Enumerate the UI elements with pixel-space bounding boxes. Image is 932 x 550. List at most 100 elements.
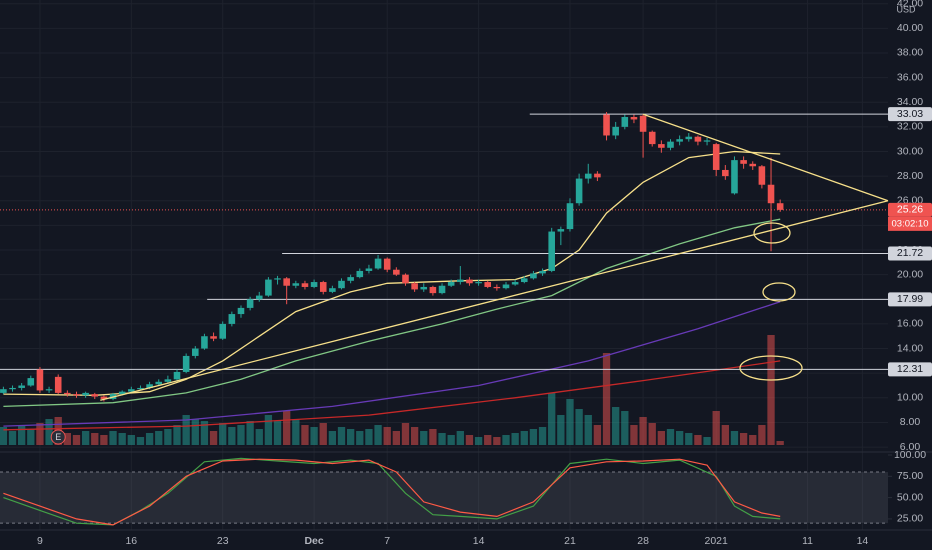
volume-bar	[739, 433, 748, 445]
candle-body	[356, 270, 364, 278]
stoch-band	[0, 472, 888, 524]
volume-bar	[109, 431, 117, 445]
candle-body	[520, 278, 528, 283]
candle-body	[594, 173, 601, 178]
y-tick-label: 8.00	[900, 416, 921, 428]
candle-body	[493, 286, 501, 289]
candle-body	[712, 144, 720, 170]
candle-body	[146, 384, 153, 388]
volume-bar	[593, 425, 602, 445]
last-price-label-box	[888, 202, 932, 217]
volume-bar	[200, 421, 209, 445]
volume-bar	[529, 429, 538, 445]
level-label-box	[888, 362, 932, 377]
volume-bar	[91, 433, 99, 445]
stoch-tick-label: 75.00	[897, 470, 923, 482]
level-label: 21.72	[897, 247, 923, 259]
candle-body	[182, 355, 190, 372]
volume-bar	[703, 437, 711, 445]
volume-bar	[538, 427, 547, 445]
x-tick-label: Dec	[304, 535, 323, 547]
volume-bar	[127, 435, 135, 445]
volume-bar	[27, 429, 35, 445]
volume-bar	[575, 409, 583, 445]
candle-body	[91, 394, 99, 397]
y-tick-label: 28.00	[897, 170, 923, 182]
volume-bar	[301, 425, 309, 445]
stoch-line	[3, 458, 781, 526]
candle-body	[82, 392, 89, 396]
candle-body	[539, 270, 546, 274]
candle-body	[36, 369, 44, 391]
candle-body	[758, 166, 766, 185]
candle-body	[155, 381, 163, 385]
candle-body	[393, 269, 400, 275]
candle-body	[749, 163, 757, 167]
candle-body	[54, 376, 62, 393]
volume-bar	[36, 423, 44, 445]
volume-bar	[438, 433, 446, 445]
volume-bar	[0, 427, 8, 445]
highlight-circle	[762, 282, 796, 302]
candle-body	[502, 284, 510, 289]
volume-bar	[721, 425, 729, 445]
volume-bar	[8, 431, 17, 445]
candle-body	[383, 258, 391, 270]
candle-body	[694, 136, 702, 142]
candle-body	[255, 295, 263, 300]
y-tick-label: 30.00	[897, 145, 923, 157]
x-tick-label: 7	[384, 535, 390, 547]
volume-bar	[255, 429, 263, 445]
volume-bar	[401, 423, 410, 445]
candle-body	[639, 115, 647, 132]
volume-bar	[173, 425, 181, 445]
candle-body	[319, 282, 327, 292]
candle-body	[557, 229, 565, 232]
y-tick-label: 38.00	[897, 47, 923, 59]
candle-body	[246, 299, 254, 308]
volume-bar	[81, 431, 90, 445]
candle-body	[457, 279, 464, 283]
candle-body	[438, 285, 446, 294]
highlight-circle	[739, 355, 803, 381]
volume-bar	[447, 435, 455, 445]
candle-body	[575, 178, 583, 204]
volume-bar	[337, 427, 346, 445]
volume-bar	[685, 433, 693, 445]
candle-body	[128, 389, 135, 392]
y-tick-label: 34.00	[897, 96, 923, 108]
candle-body	[164, 379, 172, 382]
candle-body	[292, 283, 300, 286]
candle-body	[45, 389, 53, 391]
y-tick-label: 32.00	[897, 121, 923, 133]
y-tick-label: 6.00	[900, 441, 921, 453]
candle-body	[612, 126, 619, 136]
candle-body	[722, 169, 729, 177]
volume-bar	[182, 415, 190, 445]
countdown-box	[888, 216, 932, 231]
y-tick-label: 14.00	[897, 342, 923, 354]
volume-bar	[100, 435, 108, 445]
volume-bar	[493, 437, 501, 445]
candle-body	[511, 282, 519, 285]
candle-body	[548, 231, 555, 271]
volume-bar	[72, 435, 81, 445]
candle-body	[9, 387, 16, 390]
candle-body	[530, 273, 537, 279]
level-label: 12.31	[897, 363, 923, 375]
volume-bar	[557, 415, 565, 445]
candle-body	[566, 203, 574, 230]
y-tick-label: 16.00	[897, 318, 923, 330]
volume-bar	[666, 429, 675, 445]
volume-bar	[548, 393, 556, 445]
candle-body	[347, 277, 354, 281]
candle-body	[283, 278, 290, 286]
x-tick-label: 23	[217, 535, 229, 547]
candle-body	[411, 283, 418, 290]
candle-body	[630, 117, 638, 120]
candle-body	[219, 323, 226, 339]
volume-bar	[621, 411, 629, 445]
volume-bar	[191, 419, 199, 445]
volume-bar	[584, 415, 592, 445]
volume-bar	[675, 431, 684, 445]
